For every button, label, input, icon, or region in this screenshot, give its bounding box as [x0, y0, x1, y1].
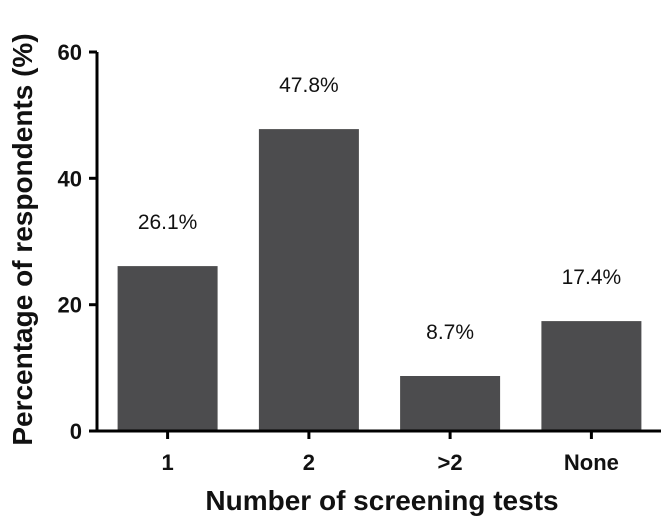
y-tick-label-0: 0 — [70, 419, 82, 444]
value-label-0: 26.1% — [138, 211, 198, 234]
value-labels-group: 26.1% 47.8% 8.7% 17.4% — [138, 74, 621, 344]
x-tick-label-0: 1 — [161, 450, 173, 475]
y-tick-label-3: 60 — [58, 40, 82, 65]
y-axis-title: Percentage of respondents (%) — [7, 33, 38, 445]
value-label-2: 8.7% — [426, 321, 474, 344]
y-ticks-group: 0 20 40 60 — [58, 40, 97, 444]
bar-1 — [258, 129, 359, 431]
x-tick-label-3: None — [564, 450, 619, 475]
y-tick-label-2: 40 — [58, 166, 82, 191]
x-axis-title: Number of screening tests — [205, 485, 558, 516]
x-tick-label-2: >2 — [438, 450, 463, 475]
bar-3 — [541, 321, 642, 431]
bar-2 — [400, 376, 501, 431]
bar-0 — [117, 266, 218, 431]
bars-group — [117, 129, 642, 431]
x-ticks-group: 1 2 >2 None — [161, 431, 619, 475]
value-label-1: 47.8% — [279, 74, 339, 97]
x-tick-label-1: 2 — [303, 450, 315, 475]
value-label-3: 17.4% — [562, 266, 622, 289]
y-tick-label-1: 20 — [58, 293, 82, 318]
